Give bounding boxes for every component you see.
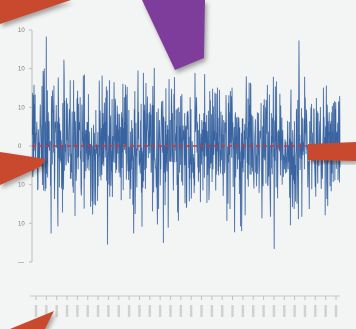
x-tick-label bbox=[179, 305, 183, 317]
y-tick-label: 10 bbox=[18, 28, 25, 34]
purple-bar-shape bbox=[142, 0, 205, 70]
x-tick-label bbox=[241, 305, 245, 317]
x-tick-label bbox=[65, 305, 69, 317]
x-tick-label bbox=[34, 305, 38, 317]
x-tick-label bbox=[283, 305, 286, 317]
x-tick-label bbox=[127, 305, 131, 317]
x-tick-label bbox=[293, 305, 296, 317]
arrow-shape-top-left bbox=[0, 0, 71, 24]
x-tick-label bbox=[262, 305, 265, 317]
x-tick-label bbox=[221, 305, 224, 317]
y-tick-label: 10 bbox=[18, 105, 25, 111]
y-tick-label: 10 bbox=[18, 67, 25, 73]
x-tick-label bbox=[189, 305, 193, 317]
x-tick-label bbox=[252, 305, 255, 317]
y-tick-label: 10 bbox=[18, 183, 25, 189]
x-tick-label bbox=[96, 305, 100, 317]
y-tick-label: — bbox=[18, 260, 24, 266]
x-tick-label bbox=[231, 305, 234, 317]
y-tick-label: 0 bbox=[18, 144, 22, 150]
x-tick-label bbox=[107, 305, 110, 317]
y-tick-label: 10 bbox=[18, 221, 25, 227]
x-axis-ticks bbox=[34, 296, 338, 317]
x-tick-label bbox=[169, 305, 172, 317]
x-tick-label bbox=[138, 305, 141, 317]
x-tick-label bbox=[272, 305, 276, 317]
arrow-shape-left bbox=[0, 152, 46, 185]
x-tick-label bbox=[210, 305, 214, 317]
arrow-shape-right bbox=[308, 142, 356, 161]
x-tick-label bbox=[334, 305, 338, 317]
x-tick-label bbox=[86, 305, 89, 317]
x-tick-label bbox=[76, 305, 79, 317]
x-tick-label bbox=[158, 305, 162, 317]
x-tick-label bbox=[117, 305, 120, 317]
x-tick-label bbox=[148, 305, 151, 317]
series-line bbox=[31, 36, 341, 249]
x-tick-label bbox=[303, 305, 307, 317]
x-tick-label bbox=[314, 305, 317, 317]
x-tick-label bbox=[324, 305, 327, 317]
x-tick-label bbox=[45, 305, 48, 317]
arrow-shape-bottom-left bbox=[10, 311, 54, 329]
series-group bbox=[31, 36, 341, 249]
x-tick-label bbox=[200, 305, 203, 317]
x-tick-label bbox=[55, 305, 58, 317]
